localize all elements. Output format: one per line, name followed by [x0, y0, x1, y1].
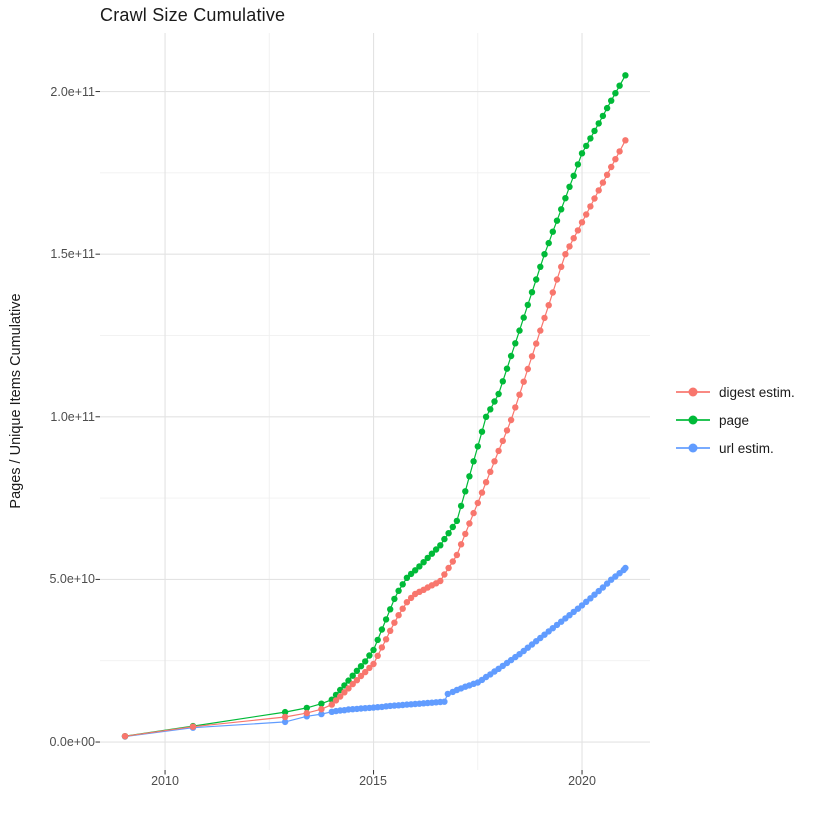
legend-key-digest-icon	[676, 386, 710, 398]
y-tick-label-4: 2.0e+11	[50, 85, 95, 99]
legend-label-digest: digest estim.	[719, 384, 795, 400]
legend-label-page: page	[719, 412, 750, 428]
legend-item-url: url estim.	[676, 439, 795, 457]
x-tick-label-2015: 2015	[359, 774, 387, 788]
y-tick-label-2: 1.0e+11	[50, 410, 95, 424]
y-tick-label-1: 5.0e+10	[49, 572, 95, 586]
legend-key-page-icon	[676, 414, 710, 426]
legend-item-page: page	[676, 411, 795, 429]
x-tick-label-2020: 2020	[568, 774, 596, 788]
legend-item-digest: digest estim.	[676, 383, 795, 401]
y-axis-title: Pages / Unique Items Cumulative	[8, 293, 24, 509]
plot-title: Crawl Size Cumulative	[100, 5, 286, 25]
legend-key-url-icon	[676, 442, 710, 454]
legend-label-url: url estim.	[719, 440, 774, 456]
y-tick-label-0: 0.0e+00	[49, 735, 95, 749]
y-tick-label-3: 1.5e+11	[50, 247, 95, 261]
x-tick-label-2010: 2010	[151, 774, 179, 788]
legend: digest estim. page url estim.	[676, 383, 795, 457]
